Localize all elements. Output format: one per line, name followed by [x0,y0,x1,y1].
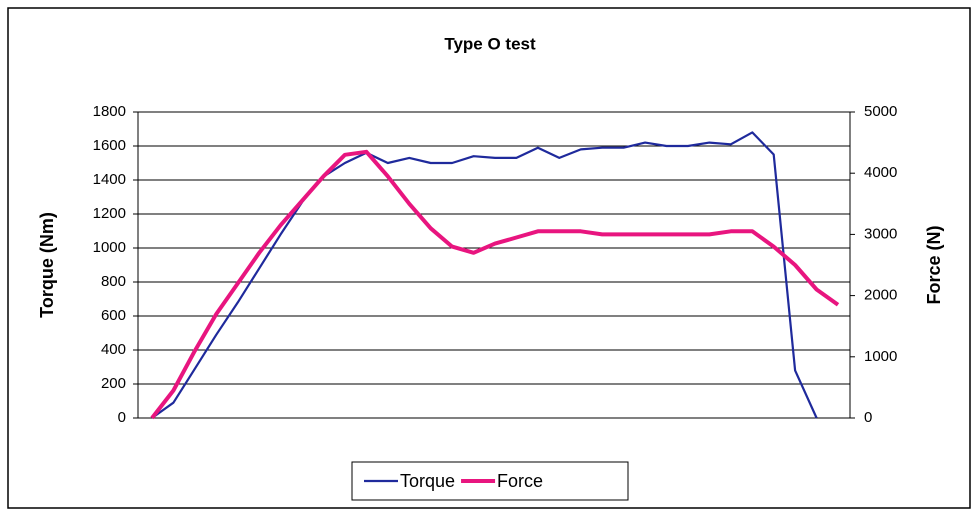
chart-frame [7,7,971,509]
y2-tick-label: 2000 [864,287,897,304]
y-tick-label: 1200 [93,205,126,222]
y-tick-label: 1800 [93,103,126,120]
y2-tick-label: 1000 [864,348,897,365]
y-tick-label: 400 [101,341,126,358]
series-line [150,149,840,420]
chart-title: Type O test [444,34,536,53]
y2-tick-label: 0 [864,409,872,426]
y-tick-label: 800 [101,273,126,290]
y-tick-label: 600 [101,307,126,324]
y-tick-label: 1400 [93,171,126,188]
y-axis-label: Torque (Nm) [37,212,57,318]
y2-tick-label: 4000 [864,164,897,181]
legend-label: Force [497,471,543,491]
y2-tick-label: 5000 [864,103,897,120]
y-tick-label: 200 [101,375,126,392]
y2-tick-label: 3000 [864,225,897,242]
legend-label: Torque [400,471,455,491]
y-tick-label: 1600 [93,137,126,154]
series-line [151,131,818,419]
y-tick-label: 0 [118,409,126,426]
y2-axis-label: Force (N) [924,225,944,304]
y-tick-label: 1000 [93,239,126,256]
